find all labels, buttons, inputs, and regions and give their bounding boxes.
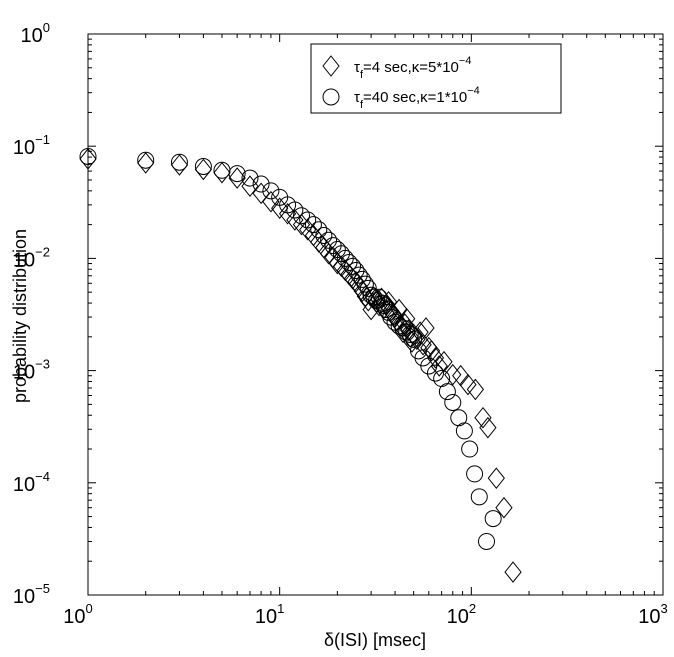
circle-point: [262, 182, 280, 200]
circle-point: [398, 323, 416, 341]
y-tick-label: 10−3: [13, 357, 50, 384]
circle-point: [359, 279, 377, 297]
circle-point: [401, 325, 419, 343]
circle-point: [241, 169, 259, 187]
diamond-point: [170, 154, 189, 176]
circle-point: [461, 440, 479, 458]
diamond-point: [444, 363, 462, 386]
circle-point: [373, 294, 391, 312]
axis-ticks: [87, 33, 664, 596]
circle-point: [315, 226, 333, 244]
circle-point: [304, 216, 322, 234]
y-tick-label: 100: [21, 20, 50, 47]
circle-point: [478, 532, 496, 550]
legend-box: [310, 43, 562, 114]
y-axis-label: probability distribution: [10, 229, 30, 403]
x-tick-label: 100: [63, 601, 92, 628]
circle-point: [293, 207, 311, 225]
legend-diamond-marker: [322, 55, 340, 77]
circle-point: [470, 488, 488, 506]
diamond-point: [271, 197, 289, 220]
data-points: [79, 147, 522, 583]
circle-point: [344, 257, 362, 275]
circle-point: [380, 303, 398, 321]
diamond-point: [417, 317, 435, 339]
circle-point: [137, 151, 155, 169]
diamond-point: [213, 161, 231, 184]
legend-circle-marker: [322, 88, 340, 106]
x-tick-label: 102: [447, 601, 476, 628]
diamond-point: [414, 333, 432, 356]
legend: τf=4 sec,κ=5*10−4 τf=40 sec,κ=1*10−4: [310, 43, 562, 114]
diamond-point: [262, 190, 280, 213]
circle-point: [353, 270, 371, 288]
circle-point: [394, 319, 412, 337]
circle-point: [252, 175, 270, 193]
circle-point: [194, 157, 212, 175]
circle-point: [444, 393, 462, 411]
circle-point: [426, 364, 444, 382]
circle-point: [356, 275, 374, 293]
diamond-point: [328, 252, 347, 275]
circle-point: [320, 231, 338, 249]
circle-point: [420, 357, 438, 375]
y-tick-label: 10−1: [13, 132, 50, 159]
circle-point: [438, 383, 456, 401]
circle-point: [170, 153, 188, 171]
diamond-point: [504, 561, 522, 583]
circle-point: [466, 465, 484, 483]
tick-labels: 100 101 102 103 100 10−1 10−2 10−3 10−4 10−5: [13, 20, 668, 628]
circle-point: [350, 266, 368, 284]
diamond-point: [435, 350, 453, 373]
diamond-point: [194, 158, 213, 181]
diamond-point: [474, 406, 492, 429]
diamond-point: [479, 416, 497, 439]
diamond-point: [495, 496, 513, 519]
diamond-point: [430, 355, 448, 377]
x-axis-label: δ(ISI) [msec]: [324, 630, 426, 650]
circle-point: [228, 165, 246, 183]
diamond-point: [241, 175, 259, 198]
diamond-point: [466, 378, 485, 401]
diamond-point: [79, 148, 97, 170]
circle-point: [455, 422, 473, 440]
circle-point: [299, 211, 317, 229]
diamond-point: [411, 321, 429, 343]
x-tick-label: 101: [255, 601, 284, 628]
diamond-point: [137, 152, 155, 174]
circle-point: [310, 221, 328, 239]
diamond-point: [487, 467, 505, 489]
circle-point: [484, 510, 502, 528]
circle-point: [79, 147, 97, 165]
circle-point: [286, 201, 304, 219]
y-tick-label: 10−2: [13, 244, 50, 271]
diamond-point: [347, 270, 365, 293]
x-tick-label: 103: [638, 601, 667, 628]
y-tick-label: 10−5: [13, 581, 50, 608]
series-circle: [79, 147, 502, 550]
circle-point: [405, 330, 423, 348]
legend-entry-2: τf=40 sec,κ=1*10−4: [354, 85, 480, 111]
legend-entry-1: τf=4 sec,κ=5*10−4: [354, 55, 471, 81]
y-tick-label: 10−4: [13, 469, 50, 496]
circle-point: [347, 262, 365, 280]
